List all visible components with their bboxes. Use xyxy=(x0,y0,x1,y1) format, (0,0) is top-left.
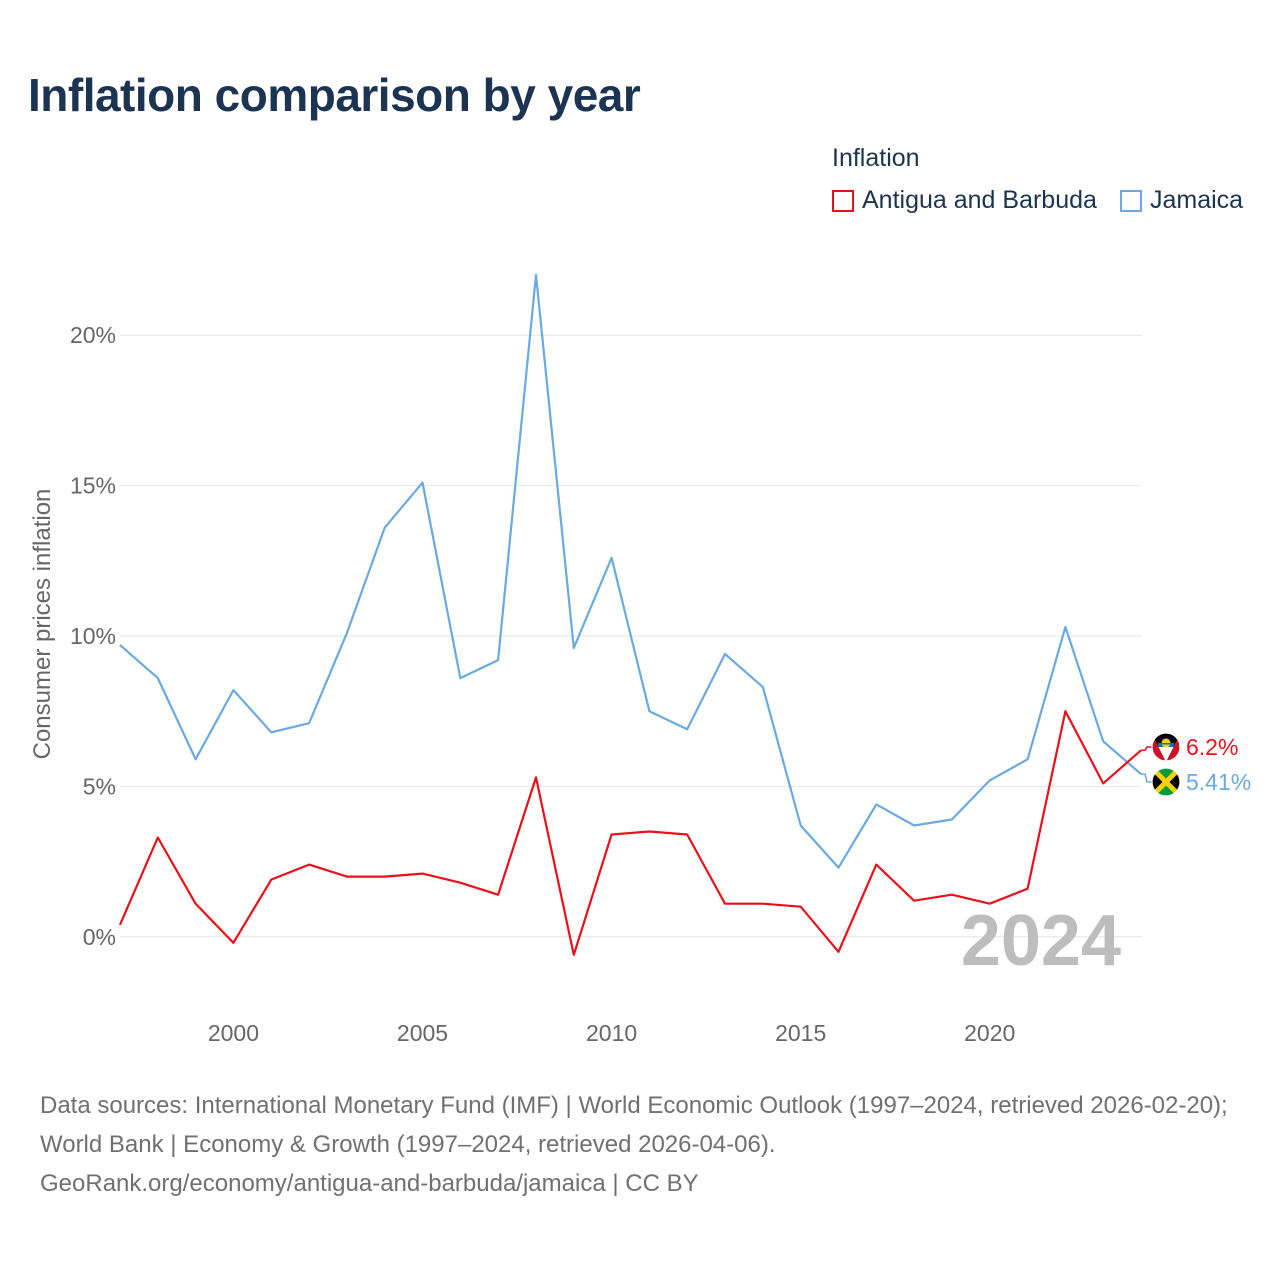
legend-label-antigua: Antigua and Barbuda xyxy=(862,186,1097,214)
y-tick-label: 10% xyxy=(70,623,116,649)
end-connector xyxy=(1141,773,1152,783)
y-axis-ticks: 0% 5% 10% 15% 20% xyxy=(70,322,116,950)
series-lines xyxy=(118,273,1142,956)
legend-swatch-antigua xyxy=(832,189,854,212)
x-tick-label: 2005 xyxy=(397,1020,448,1046)
end-connector xyxy=(1141,746,1152,752)
y-tick-label: 15% xyxy=(70,473,116,499)
y-tick-label: 5% xyxy=(83,773,116,799)
series-line-jamaica[interactable] xyxy=(119,273,1142,869)
end-label-jamaica: 5.41% xyxy=(1186,769,1251,795)
jamaica-flag-icon xyxy=(1151,767,1181,797)
x-tick-label: 2000 xyxy=(208,1020,259,1046)
y-axis-title: Consumer prices inflation xyxy=(29,489,56,760)
legend-label-jamaica: Jamaica xyxy=(1150,186,1244,214)
legend-item-antigua[interactable]: Antigua and Barbuda xyxy=(832,186,1097,215)
legend-swatch-jamaica xyxy=(1120,189,1142,212)
year-watermark: 2024 xyxy=(961,901,1121,981)
line-chart: 0% 5% 10% 15% 20% 2000 2005 2010 2015 2020 Consu… xyxy=(29,273,1251,1046)
x-axis-ticks: 2000 2005 2010 2015 2020 xyxy=(208,1020,1015,1046)
chart-title: Inflation comparison by year xyxy=(28,69,641,121)
x-tick-label: 2015 xyxy=(775,1020,826,1046)
source-url[interactable]: GeoRank.org/economy/antigua-and-barbuda/… xyxy=(40,1170,699,1197)
end-label-antigua: 6.2% xyxy=(1186,734,1238,760)
y-tick-label: 0% xyxy=(83,924,116,950)
antigua-flag-icon xyxy=(1151,732,1181,762)
legend-item-jamaica[interactable]: Jamaica xyxy=(1120,186,1243,215)
legend-title: Inflation xyxy=(832,144,920,172)
series-line-antigua-and-barbuda[interactable] xyxy=(118,710,1142,956)
source-citation: Data sources: International Monetary Fun… xyxy=(40,1092,1228,1158)
x-tick-label: 2020 xyxy=(964,1020,1015,1046)
y-tick-label: 20% xyxy=(70,322,116,348)
x-tick-label: 2010 xyxy=(586,1020,637,1046)
data-source-note: Data sources: International Monetary Fun… xyxy=(40,1086,1250,1203)
end-markers: 6.2% 5.41% xyxy=(1141,732,1251,797)
